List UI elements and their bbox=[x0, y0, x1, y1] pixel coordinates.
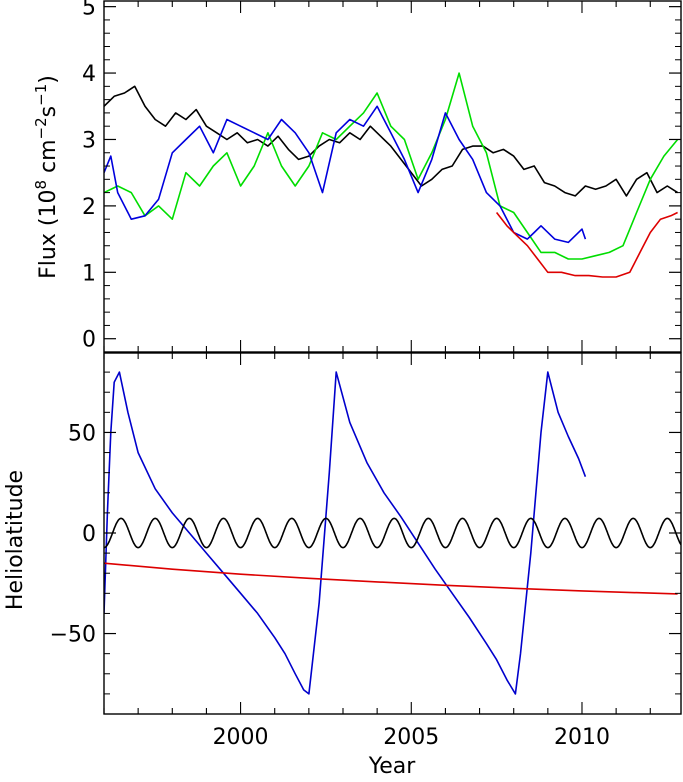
top-y-tick-label: 0 bbox=[82, 328, 96, 353]
x-tick-label: 2005 bbox=[383, 725, 439, 750]
top-panel: 0 1 2 3 4 5 bbox=[82, 0, 682, 353]
x-axis-label: Year bbox=[368, 754, 417, 777]
top-y-tick-label: 2 bbox=[82, 195, 96, 220]
top-series-line-2 bbox=[104, 105, 587, 244]
bottom-series-line-0 bbox=[104, 371, 587, 695]
bottom-panel: −50 0 50 2000 2005 2010 bbox=[50, 351, 682, 750]
top-y-tick-label: 4 bbox=[82, 62, 96, 87]
top-plot-frame bbox=[103, 0, 682, 353]
top-y-tick-label: 3 bbox=[82, 128, 96, 153]
top-series-line-3 bbox=[495, 211, 678, 278]
x-tick-label: 2000 bbox=[213, 725, 269, 750]
top-series-line-1 bbox=[104, 72, 679, 260]
bottom-y-axis-label: Heliolatitude bbox=[3, 470, 28, 610]
bottom-y-tick-label: 50 bbox=[68, 421, 96, 446]
bottom-y-tick-label: 0 bbox=[82, 522, 96, 547]
top-series-line-0 bbox=[104, 85, 679, 197]
top-y-axis-label: Flux (108 cm−2s−1) bbox=[32, 75, 61, 279]
bottom-series-line-1 bbox=[104, 517, 681, 549]
bottom-series-line-2 bbox=[104, 562, 678, 595]
top-series-group bbox=[104, 72, 679, 278]
top-y-tick-label: 5 bbox=[82, 0, 96, 21]
x-tick-label: 2010 bbox=[554, 725, 610, 750]
bottom-series-group bbox=[104, 371, 681, 695]
bottom-y-tick-label: −50 bbox=[50, 623, 96, 648]
top-y-tick-label: 1 bbox=[82, 261, 96, 286]
